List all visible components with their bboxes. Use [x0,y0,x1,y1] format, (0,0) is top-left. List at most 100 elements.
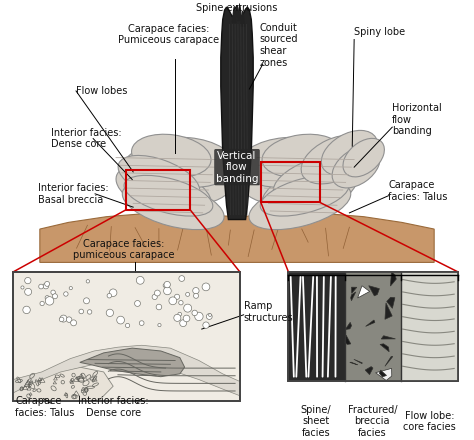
Circle shape [193,293,199,298]
Ellipse shape [262,134,341,177]
Circle shape [139,321,144,326]
Ellipse shape [273,155,355,202]
Circle shape [164,287,171,295]
Circle shape [83,298,90,304]
Bar [13,272,240,400]
Circle shape [137,276,144,284]
Circle shape [43,283,49,289]
Polygon shape [40,213,434,262]
Circle shape [87,310,92,314]
Circle shape [86,280,90,283]
Text: Conduit
sourced
shear
zones: Conduit sourced shear zones [260,23,298,68]
Circle shape [59,317,64,322]
Circle shape [156,304,162,310]
Text: Interior facies:
Basal breccia: Interior facies: Basal breccia [38,183,109,205]
Circle shape [178,312,182,316]
Circle shape [66,317,72,323]
Text: Fractured/
breccia
facies: Fractured/ breccia facies [347,405,397,438]
Circle shape [184,304,191,312]
Text: Spine extrusions: Spine extrusions [196,3,278,13]
Circle shape [152,294,157,300]
Polygon shape [391,272,396,286]
Text: Vertical
flow
banding: Vertical flow banding [216,150,258,184]
Text: Carapace
facies: Talus: Carapace facies: Talus [389,180,448,202]
Circle shape [126,323,130,328]
Circle shape [40,301,44,306]
Ellipse shape [123,145,233,205]
Ellipse shape [140,137,235,187]
Text: Interior facies:
Dense core: Interior facies: Dense core [78,396,148,418]
Polygon shape [235,4,239,17]
Bar [261,162,320,202]
Ellipse shape [260,176,349,216]
Circle shape [45,296,49,300]
Circle shape [45,282,50,286]
Circle shape [117,316,125,324]
Text: Ramp
structures: Ramp structures [244,301,293,323]
Circle shape [71,320,77,326]
Text: Flow lobes: Flow lobes [76,86,128,96]
Polygon shape [350,362,357,365]
Polygon shape [379,370,386,377]
Circle shape [46,297,54,305]
Ellipse shape [301,135,369,184]
Polygon shape [365,320,375,326]
Polygon shape [351,292,356,301]
Ellipse shape [118,155,200,202]
Circle shape [209,314,211,316]
Circle shape [60,315,67,322]
Polygon shape [352,287,357,293]
Circle shape [179,275,185,282]
Circle shape [192,310,198,315]
Text: Flow lobe:
core facies: Flow lobe: core facies [403,411,456,432]
Text: Spiny lobe: Spiny lobe [354,27,405,37]
Polygon shape [238,5,242,21]
Circle shape [206,314,212,319]
Circle shape [135,301,140,306]
Polygon shape [385,356,393,366]
Polygon shape [344,335,351,345]
Circle shape [107,293,111,298]
Circle shape [169,297,177,305]
Circle shape [155,290,160,296]
Ellipse shape [122,181,224,230]
Ellipse shape [240,145,350,205]
Circle shape [79,309,83,314]
Polygon shape [345,323,352,330]
Text: Spine/
sheet
facies: Spine/ sheet facies [301,405,331,438]
Polygon shape [385,303,392,319]
Text: Horizontal
flow
banding: Horizontal flow banding [392,103,442,136]
Polygon shape [221,5,253,220]
Bar [289,272,345,381]
Circle shape [51,290,55,294]
Circle shape [25,278,31,284]
Ellipse shape [343,138,384,177]
Circle shape [183,315,190,322]
Circle shape [39,284,44,289]
Bar [401,272,458,381]
Polygon shape [369,286,379,296]
Circle shape [174,314,181,321]
Bar [13,272,240,400]
Polygon shape [232,7,236,22]
Ellipse shape [262,165,357,217]
Polygon shape [80,348,184,377]
Polygon shape [13,367,113,400]
Circle shape [163,283,167,287]
Circle shape [106,309,114,316]
Bar [289,272,458,381]
Circle shape [179,301,183,305]
Ellipse shape [238,137,333,187]
Polygon shape [365,367,373,374]
Circle shape [174,294,180,299]
Ellipse shape [124,176,213,216]
Circle shape [109,289,117,297]
Ellipse shape [321,130,377,175]
Circle shape [203,322,209,328]
Text: Carapace
facies: Talus: Carapace facies: Talus [15,396,74,418]
Circle shape [158,323,161,327]
Circle shape [180,320,187,326]
Ellipse shape [249,181,351,230]
Circle shape [25,288,32,295]
Polygon shape [387,297,395,308]
